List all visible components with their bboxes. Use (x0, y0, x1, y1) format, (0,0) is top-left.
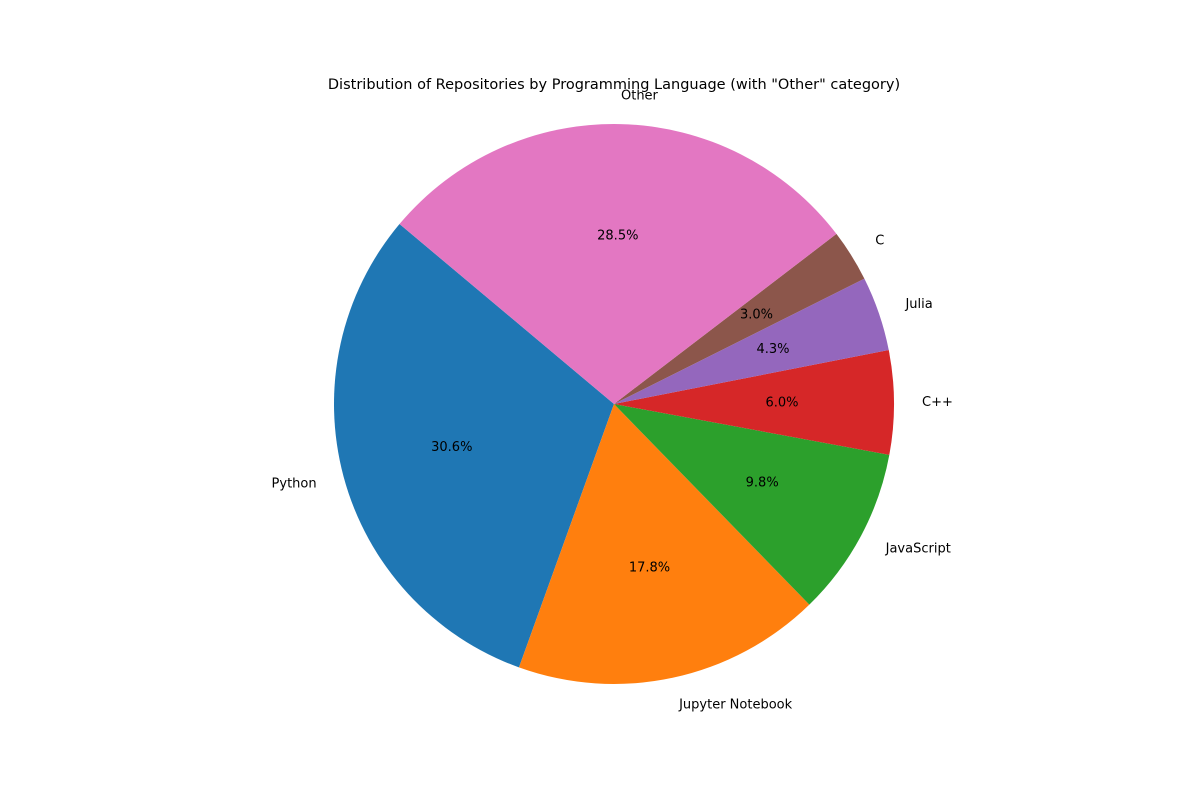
chart-title: Distribution of Repositories by Programm… (328, 77, 900, 93)
pie-slice-javascript (614, 404, 890, 605)
pie-slices (334, 123, 894, 685)
pct-label-javascript: 9.8% (746, 476, 779, 491)
pie-slice-jupyter-notebook (518, 404, 810, 685)
pct-label-other: 28.5% (597, 229, 638, 244)
pct-label-c: 6.0% (765, 396, 798, 411)
pct-label-julia: 4.3% (756, 342, 789, 357)
slice-label-other: Other (621, 89, 659, 104)
pie-labels: Python 30.6% Jupyter Notebook 17.8% JavaScri… (272, 89, 953, 713)
pie-slice-c (614, 350, 894, 455)
pct-label-c: 3.0% (740, 307, 773, 322)
pie-slice-c (614, 233, 865, 404)
slice-label-javascript: JavaScript (885, 542, 951, 557)
slice-label-c: C++ (922, 395, 953, 410)
slice-label-c: C (875, 233, 884, 248)
pct-label-jupyter-notebook: 17.8% (629, 561, 670, 576)
slice-label-julia: Julia (904, 297, 932, 312)
slice-label-python: Python (272, 477, 317, 492)
pie-slice-python (334, 224, 614, 668)
slice-label-jupyter-notebook: Jupyter Notebook (678, 698, 793, 713)
pie-slice-other (399, 123, 837, 404)
pct-label-python: 30.6% (431, 440, 472, 455)
pie-slice-julia (614, 278, 889, 404)
